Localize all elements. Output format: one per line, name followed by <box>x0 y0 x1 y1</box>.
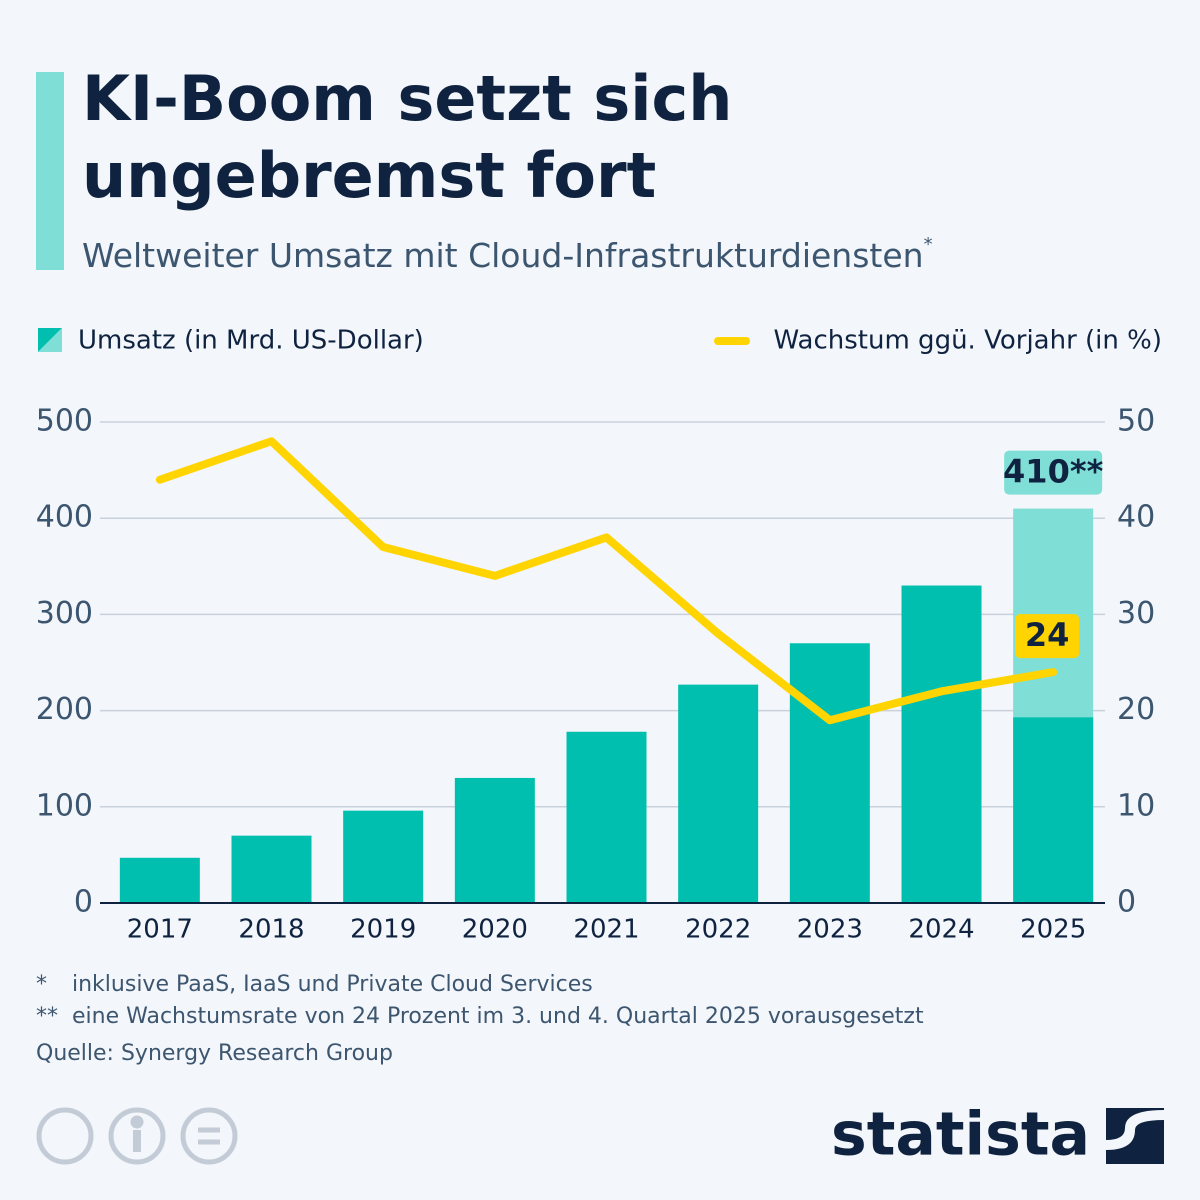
line-value-label-box <box>1015 614 1080 659</box>
y2-tick-label: 0 <box>1117 885 1136 920</box>
x-tick-label: 2022 <box>685 915 751 945</box>
source: Quelle: Synergy Research Group <box>36 1041 393 1066</box>
x-tick-label: 2021 <box>573 915 639 945</box>
y-tick-label: 500 <box>36 404 93 439</box>
subtitle-mark: * <box>924 234 933 255</box>
subtitle-text: Weltweiter Umsatz mit Cloud-Infrastruktu… <box>82 236 924 275</box>
chart-title: KI-Boom setzt sich <box>82 62 732 135</box>
x-tick-label: 2024 <box>908 915 974 945</box>
y2-tick-label: 50 <box>1117 404 1155 439</box>
bar <box>901 585 982 903</box>
bar-value-label: 410** <box>1003 453 1104 491</box>
x-tick-label: 2025 <box>1020 915 1086 945</box>
legend-label: Wachstum ggü. Vorjahr (in %) <box>774 326 1163 356</box>
plot-area: 0 100 200 300 400 500 0 10 20 30 40 50 2017 2018 2019 2… <box>36 404 1155 945</box>
footnote-mark: * <box>36 972 47 997</box>
legend-label: Umsatz (in Mrd. US-Dollar) <box>78 326 424 356</box>
bar-value-label-box <box>1004 450 1103 495</box>
bar <box>343 810 424 903</box>
y-tick-label: 200 <box>36 692 93 727</box>
bar <box>454 777 535 903</box>
cc-icon <box>36 1107 94 1165</box>
y2-tick-label: 10 <box>1117 788 1155 823</box>
legend: Umsatz (in Mrd. US-Dollar) Wachstum ggü.… <box>38 326 1162 356</box>
subtitle: Weltweiter Umsatz mit Cloud-Infrastruktu… <box>82 234 933 275</box>
title-accent <box>36 72 64 270</box>
logo-wave <box>1106 1110 1164 1150</box>
by-icon <box>108 1107 166 1165</box>
y-tick-label: 300 <box>36 596 93 631</box>
y2-tick-label: 40 <box>1117 500 1155 535</box>
x-tick-label: 2017 <box>127 915 193 945</box>
x-tick-label: 2020 <box>462 915 528 945</box>
y-tick-label: 400 <box>36 500 93 535</box>
footnote: eine Wachstumsrate von 24 Prozent im 3. … <box>72 1004 924 1029</box>
brand: statista <box>831 1100 1090 1170</box>
chart-title: ungebremst fort <box>82 139 656 212</box>
bar <box>678 684 759 903</box>
y2-tick-label: 30 <box>1117 596 1155 631</box>
bar <box>566 731 647 903</box>
legend-swatch <box>38 328 62 352</box>
brand-logo <box>1106 1108 1164 1164</box>
footnote-mark: ** <box>36 1004 58 1029</box>
by-icon-head <box>130 1115 144 1129</box>
license-icons <box>36 1107 238 1165</box>
y2-tick-label: 20 <box>1117 692 1155 727</box>
bar <box>1013 717 1094 903</box>
line <box>155 437 1058 725</box>
bar <box>231 835 312 903</box>
bar <box>119 857 200 903</box>
line-value-label: 24 <box>1025 616 1070 654</box>
y-tick-label: 100 <box>36 788 93 823</box>
x-tick-label: 2019 <box>350 915 416 945</box>
x-tick-label: 2023 <box>797 915 863 945</box>
nd-icon <box>180 1107 238 1165</box>
footnote: inklusive PaaS, IaaS und Private Cloud S… <box>72 972 593 997</box>
y-tick-label: 0 <box>74 885 93 920</box>
bar <box>789 643 870 903</box>
x-tick-label: 2018 <box>238 915 304 945</box>
